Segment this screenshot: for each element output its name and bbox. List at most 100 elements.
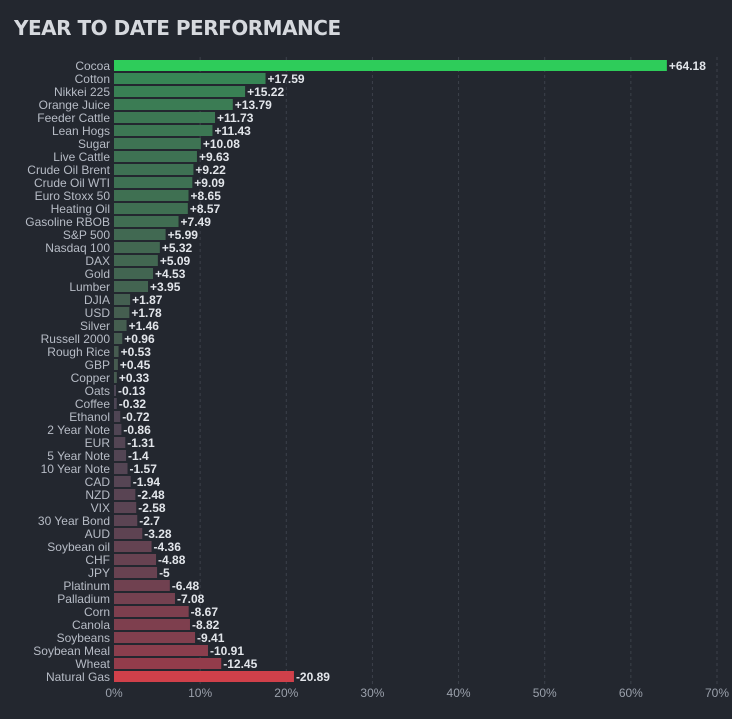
bar <box>114 229 166 240</box>
category-label: Crude Oil WTI <box>34 176 110 190</box>
category-label: Heating Oil <box>51 202 110 216</box>
category-label: Rough Rice <box>47 345 110 359</box>
category-label: 30 Year Bond <box>38 514 110 528</box>
bar <box>114 203 188 214</box>
bar <box>114 606 189 617</box>
data-label: -7.08 <box>177 592 205 606</box>
category-label: Wheat <box>75 657 110 671</box>
bars <box>114 60 667 682</box>
bar <box>114 450 127 461</box>
data-label: +1.87 <box>132 293 163 307</box>
bar <box>114 398 117 409</box>
data-label: -4.88 <box>158 553 186 567</box>
data-label: -1.57 <box>130 462 158 476</box>
category-label: Platinum <box>63 579 110 593</box>
data-label: +5.32 <box>162 241 193 255</box>
bar <box>114 567 158 578</box>
data-label: -5 <box>159 566 170 580</box>
category-label: Nikkei 225 <box>54 85 110 99</box>
bar <box>114 424 122 435</box>
bar <box>114 320 127 331</box>
bar <box>114 346 119 357</box>
gridlines <box>199 57 718 685</box>
bar <box>114 307 130 318</box>
category-label: CHF <box>85 553 110 567</box>
category-label: Natural Gas <box>46 670 110 684</box>
category-label: DJIA <box>84 293 110 307</box>
chart-title: YEAR TO DATE PERFORMANCE <box>14 16 341 40</box>
bar <box>114 658 222 669</box>
data-label: -1.94 <box>133 475 161 489</box>
data-label: +5.09 <box>160 254 191 268</box>
data-label: +0.96 <box>124 332 155 346</box>
value-labels: +64.18 +17.59+15.22+13.79+11.73+11.43+10.… <box>118 59 706 684</box>
data-label: +17.59 <box>268 72 305 86</box>
data-label: -4.36 <box>154 540 182 554</box>
category-label: Russell 2000 <box>41 332 111 346</box>
category-label: Coffee <box>75 397 110 411</box>
category-label: USD <box>85 306 111 320</box>
category-label: Feeder Cattle <box>37 111 110 125</box>
bar <box>114 411 121 422</box>
bar <box>114 242 160 253</box>
data-label: -3.28 <box>144 527 172 541</box>
category-label: CAD <box>85 475 111 489</box>
bar <box>114 359 118 370</box>
data-label: -8.67 <box>191 605 219 619</box>
bar <box>114 593 175 604</box>
bar <box>114 216 179 227</box>
bar <box>114 385 116 396</box>
bar <box>114 86 246 97</box>
bar <box>114 372 117 383</box>
data-label: +15.22 <box>247 85 284 99</box>
bar <box>114 138 201 149</box>
data-label: +64.18 <box>669 59 706 73</box>
data-label: +8.57 <box>190 202 221 216</box>
bar <box>114 151 197 162</box>
bar <box>114 502 137 513</box>
data-label: +0.45 <box>120 358 151 372</box>
bar <box>114 112 216 123</box>
bar <box>114 125 213 136</box>
bar <box>114 177 193 188</box>
category-label: Lean Hogs <box>52 124 110 138</box>
category-label: Silver <box>80 319 110 333</box>
data-label: +9.22 <box>195 163 226 177</box>
bar <box>114 541 152 552</box>
x-tick-label: 40% <box>447 686 471 700</box>
data-label: -0.72 <box>122 410 150 424</box>
category-label: DAX <box>85 254 110 268</box>
category-label: EUR <box>85 436 111 450</box>
bar <box>114 515 138 526</box>
category-label: Crude Oil Brent <box>27 163 110 177</box>
category-label: JPY <box>88 566 110 580</box>
data-label: -20.89 <box>296 670 330 684</box>
bar <box>114 671 294 682</box>
x-tick-label: 50% <box>533 686 557 700</box>
data-label: +4.53 <box>155 267 186 281</box>
bar <box>114 281 149 292</box>
category-label: 10 Year Note <box>41 462 111 476</box>
data-label: +11.73 <box>217 111 254 125</box>
data-label: -2.58 <box>138 501 166 515</box>
data-label: -10.91 <box>210 644 244 658</box>
bar <box>114 476 131 487</box>
x-tick-label: 20% <box>274 686 298 700</box>
category-label: NZD <box>85 488 110 502</box>
data-label: -0.86 <box>123 423 151 437</box>
bar <box>114 255 158 266</box>
data-label: +0.33 <box>119 371 150 385</box>
data-label: -1.31 <box>127 436 155 450</box>
data-label: -2.7 <box>139 514 160 528</box>
data-label: -0.13 <box>118 384 146 398</box>
category-label: Soybean Meal <box>33 644 110 658</box>
x-tick-label: 30% <box>360 686 384 700</box>
bar <box>114 619 190 630</box>
data-label: +3.95 <box>150 280 181 294</box>
data-label: -9.41 <box>197 631 225 645</box>
data-label: +7.49 <box>181 215 212 229</box>
data-label: +9.63 <box>199 150 230 164</box>
bar <box>114 268 154 279</box>
data-label: -1.4 <box>128 449 149 463</box>
